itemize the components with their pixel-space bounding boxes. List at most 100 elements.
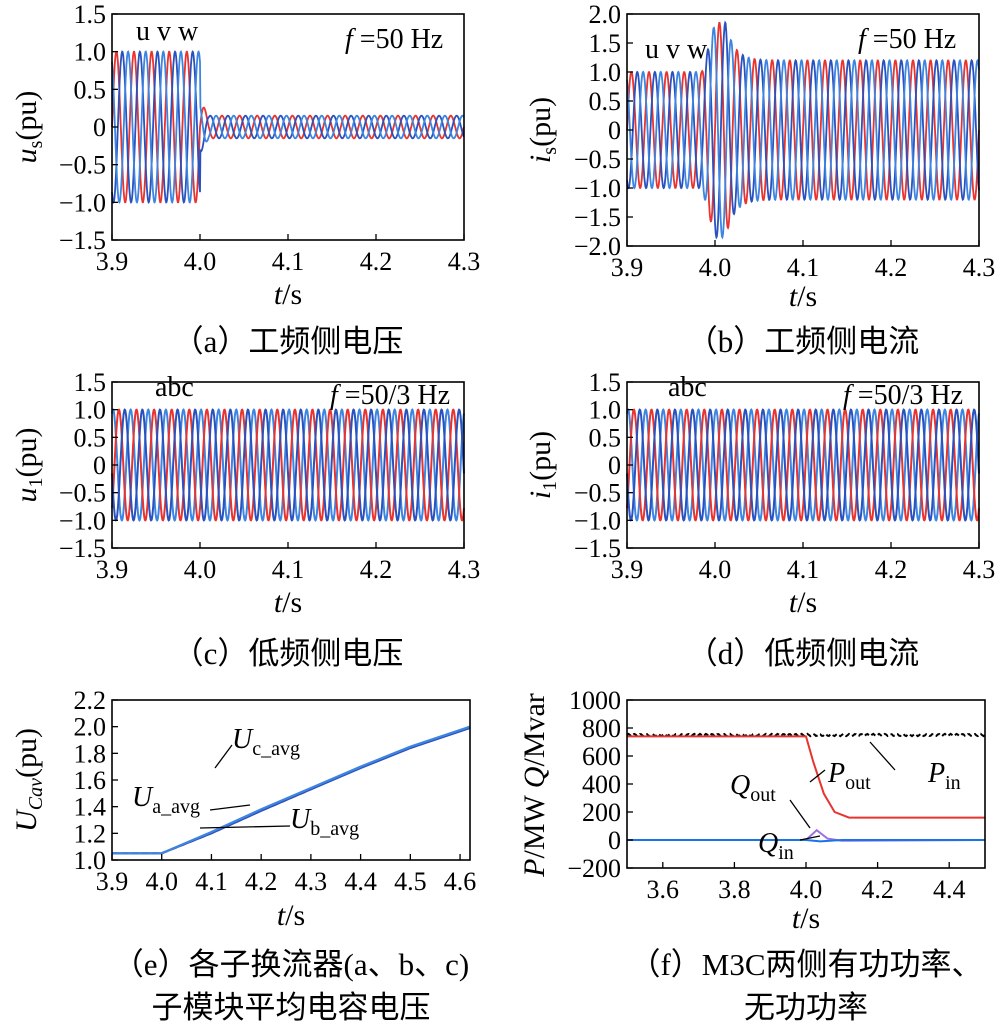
- panel-b-xtick-label: 3.9: [611, 253, 644, 282]
- panel-f-label-q-in: Qin: [758, 828, 794, 864]
- panel-d-xtick-label: 4.2: [875, 555, 908, 584]
- panel-f-series-Q_in: [627, 839, 985, 843]
- panel-c-xtick-label: 4.3: [448, 555, 481, 584]
- panel-d-ylabel-symbol: i: [524, 491, 557, 499]
- panel-f-xtick-label: 4.0: [790, 875, 823, 904]
- panel-a-frequency-annotation: f =50 Hz: [345, 24, 443, 55]
- panel-f-leader-q-out: [789, 799, 811, 829]
- panel-f-ytick-label: 0: [608, 826, 621, 855]
- panel-e-label-b: Ub_avg: [290, 804, 359, 840]
- panel-e-label-a-sub: a_avg: [152, 796, 200, 818]
- panel-d-ylabel-sub: 1: [539, 481, 561, 491]
- panel-d-xlabel: t/s: [789, 586, 817, 619]
- panel-e-ytick-label: 1.0: [74, 846, 107, 875]
- panel-d-xtick-label: 4.3: [963, 555, 996, 584]
- panel-d-ytick-label: −0.5: [574, 479, 621, 508]
- panel-f-leader-p-in: [869, 741, 896, 771]
- panel-c-frequency-value: =50/3 Hz: [338, 380, 450, 411]
- panel-a-ytick-label: −0.5: [59, 151, 106, 180]
- panel-d-series-a: [626, 408, 980, 522]
- panel-c-xtick-label: 4.2: [360, 555, 393, 584]
- panel-c-series-c: [111, 408, 465, 522]
- panel-f-leader-p-out: [809, 769, 826, 783]
- panel-a-series-w: [111, 50, 465, 204]
- panel-d-ytick-label: −1.0: [574, 506, 621, 535]
- panel-f-label-p-out-sub: out: [845, 772, 871, 794]
- panel-b-ylabel-sub: s: [539, 147, 561, 155]
- panel-f-ytick-label: 400: [582, 770, 621, 799]
- panel-a-xtick-label: 4.3: [448, 247, 481, 276]
- panel-b-xtick-label: 4.2: [875, 253, 908, 282]
- panel-c-ticks: 3.9 4.0 4.1 4.2 4.3 1.51.00.50−0.5−1.0−1.5: [59, 368, 480, 584]
- panel-f-caption-line2: 无功功率: [744, 990, 868, 1025]
- panel-e-xtick-label: 4.2: [245, 867, 278, 896]
- panel-c-caption: （c）低频侧电压: [173, 636, 404, 671]
- panel-d-ytick-label: 1.0: [589, 396, 622, 425]
- panel-e-xtick-label: 4.5: [394, 867, 427, 896]
- panel-d-xtick-label: 3.9: [611, 555, 644, 584]
- panel-e-xtick-label: 4.4: [344, 867, 377, 896]
- panel-c-ytick-label: 1.0: [74, 396, 107, 425]
- panel-f-ylabel: P/MW Q/Mvar: [518, 693, 551, 878]
- panel-e-ylabel-sub: Cav: [25, 778, 47, 810]
- panel-a-ylabel-sub: s: [25, 140, 47, 148]
- panel-b: 3.9 4.0 4.1 4.2 4.3 2.01.51.00.50−0.5−1.0−1.5…: [524, 0, 995, 359]
- panel-d-xlabel-symbol: t: [789, 586, 798, 619]
- panel-e-label-c-symbol: U: [232, 724, 254, 755]
- panel-a-ytick-label: 1.0: [74, 38, 107, 67]
- panel-d-frequency-annotation: f =50/3 Hz: [843, 380, 963, 411]
- panel-a-ytick-label: 0: [93, 113, 106, 142]
- panel-a-xtick-label: 4.2: [360, 247, 393, 276]
- panel-e: 3.9 4.0 4.1 4.2 4.3 4.4 4.5 4.62.22.01.81.61.41…: [10, 686, 476, 1025]
- panel-d-plot-area: [626, 408, 980, 522]
- panel-e-label-b-symbol: U: [290, 804, 312, 835]
- panel-f-ylabel-p: P: [518, 858, 551, 877]
- panel-f-ylabel-p-unit: /MW: [518, 788, 551, 858]
- panel-f-xtick-label: 3.8: [718, 875, 751, 904]
- panel-b-xtick-label: 4.0: [699, 253, 732, 282]
- panel-a-xtick-label: 3.9: [96, 247, 129, 276]
- panel-f-ytick-label: 800: [582, 714, 621, 743]
- panel-e-xtick-label: 4.6: [444, 867, 477, 896]
- panel-d-ytick-label: 0: [608, 451, 621, 480]
- panel-c-ylabel: u1(pu): [10, 428, 47, 503]
- panel-a-ticks: 3.9 4.0 4.1 4.2 4.3 1.5 1.0 0.5 0 −0.5 −1.0 −1.5: [59, 0, 480, 276]
- panel-a-ylabel: us(pu): [10, 91, 47, 164]
- panel-d: 3.9 4.0 4.1 4.2 4.3 1.51.00.50−0.5−1.0−1.5 ab…: [524, 368, 995, 671]
- panel-a-ytick-label: 0.5: [74, 75, 107, 104]
- panel-f-label-q-out-symbol: Q: [730, 770, 750, 801]
- panel-f-label-q-in-symbol: Q: [758, 828, 778, 859]
- panel-d-frequency-value: =50/3 Hz: [851, 380, 963, 411]
- panel-e-ytick-label: 1.2: [74, 819, 107, 848]
- panel-f-label-p-out: Pout: [827, 758, 871, 794]
- panel-b-ylabel-unit: (pu): [524, 97, 557, 147]
- panel-c-series-b: [111, 408, 465, 522]
- panel-b-series-u: [626, 22, 980, 230]
- panel-b-frequency-symbol: f: [858, 24, 869, 55]
- panel-a-xtick-label: 4.1: [272, 247, 305, 276]
- panel-e-xtick-label: 4.1: [195, 867, 228, 896]
- panel-b-ytick-label: 1.0: [589, 58, 622, 87]
- panel-f-xlabel: t/s: [792, 902, 820, 935]
- panel-d-ylabel-unit: (pu): [524, 431, 557, 481]
- panel-d-xtick-label: 4.0: [699, 555, 732, 584]
- panel-a-xtick-label: 4.0: [184, 247, 217, 276]
- panel-c-xtick-label: 4.1: [272, 555, 305, 584]
- panel-e-label-c-sub: c_avg: [252, 738, 300, 760]
- panel-f-label-q-in-sub: in: [778, 842, 794, 864]
- panel-c-ytick-label: −1.0: [59, 506, 106, 535]
- panel-f-xlabel-unit: /s: [800, 902, 820, 935]
- panel-b-plot-area: [626, 20, 980, 240]
- panel-e-xtick-label: 4.0: [145, 867, 178, 896]
- panel-a-caption: （a）工频侧电压: [173, 324, 404, 359]
- panel-f-leader-q-in: [799, 835, 821, 841]
- panel-b-ytick-label: −0.5: [574, 145, 621, 174]
- panel-b-ytick-label: −2.0: [574, 232, 621, 261]
- panel-d-ylabel: i1(pu): [524, 431, 561, 499]
- panel-b-ylabel: is(pu): [524, 97, 561, 163]
- panel-e-ticks: 3.9 4.0 4.1 4.2 4.3 4.4 4.5 4.62.22.01.81.61.41…: [74, 686, 477, 896]
- panel-b-xlabel: t/s: [789, 280, 817, 313]
- panel-c-ytick-label: −1.5: [59, 534, 106, 563]
- panel-e-ylabel-unit: (pu): [10, 728, 43, 778]
